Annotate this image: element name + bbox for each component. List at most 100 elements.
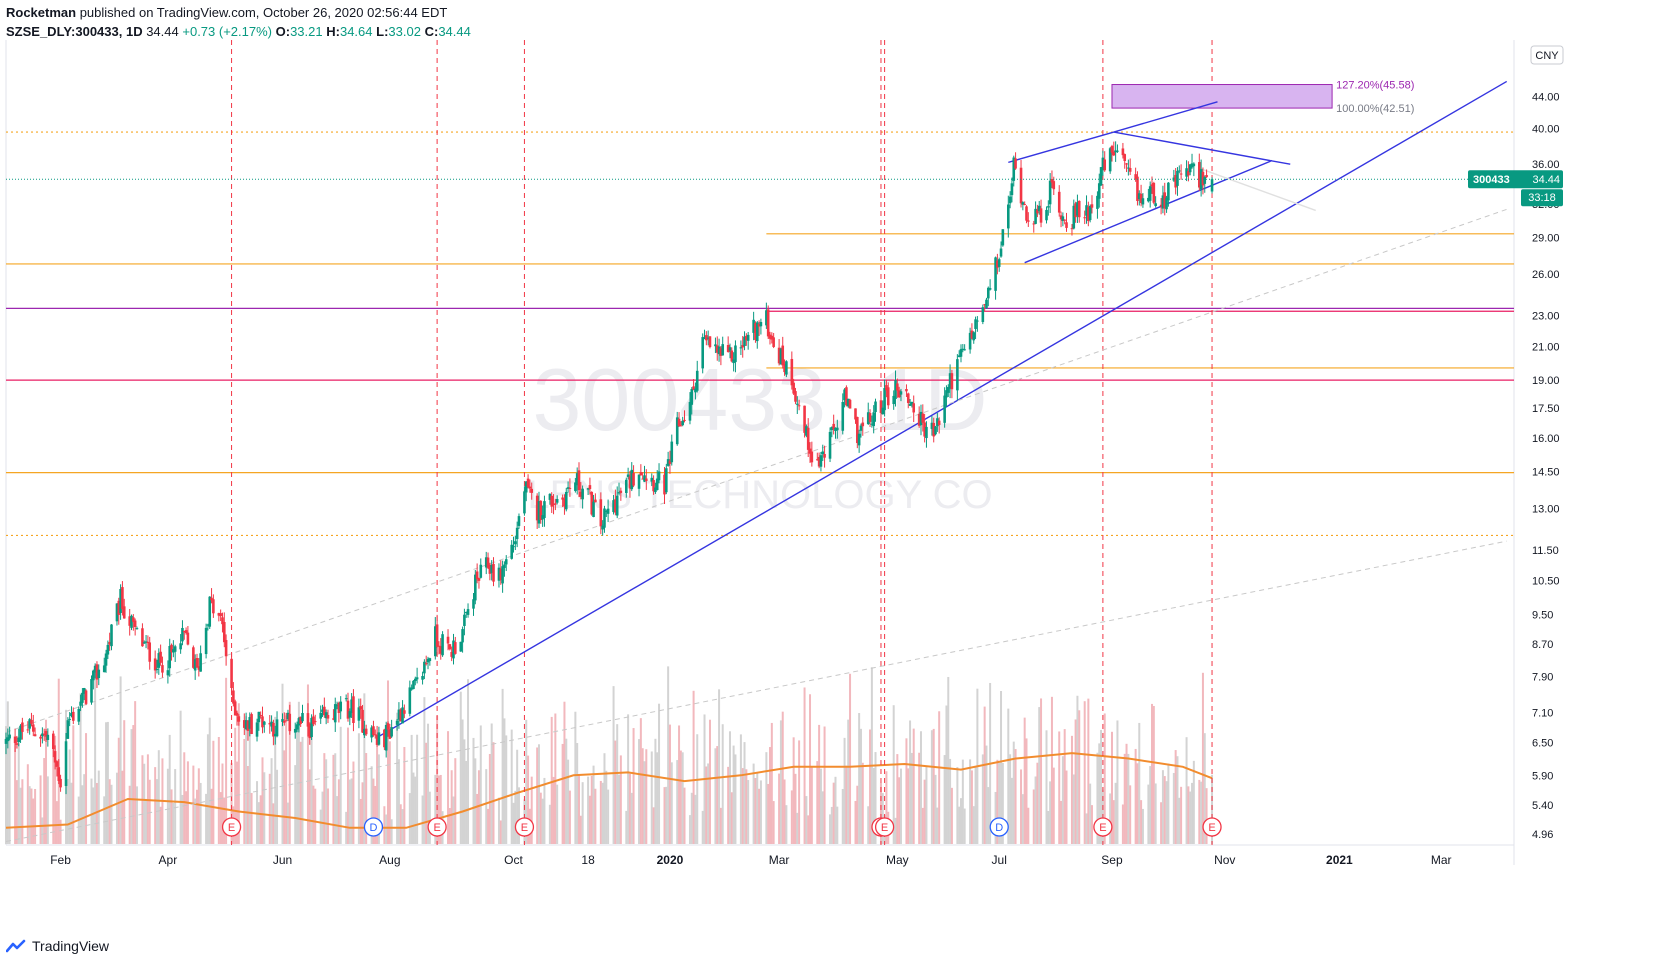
candle-body [377,732,381,745]
candle-body [985,299,988,309]
dividend-marker[interactable]: D [363,817,384,837]
candle-body [157,653,161,668]
volume-bar [476,793,479,844]
candle-body [390,727,393,737]
candle-body [879,400,883,413]
candle-body [474,574,477,601]
candle-body [1150,184,1154,187]
volume-bar [590,775,593,844]
volume-bar [841,788,844,844]
candle-body [359,706,363,710]
event-marker-circle [427,817,447,837]
candle-body [705,335,708,341]
dividend-marker[interactable]: D [989,817,1009,837]
volume-bar [834,776,837,844]
earnings-marker[interactable]: E [427,817,447,837]
candle-body [1045,209,1048,221]
trendline [376,80,1508,739]
volume-bar [1078,710,1081,844]
author-name[interactable]: Rocketman [6,5,77,20]
candle-body [268,722,272,725]
candle-body [999,248,1003,257]
candle-body [792,382,795,394]
volume-bar [270,758,273,844]
candle-body [450,651,453,657]
price-tick-label: 6.50 [1532,738,1553,750]
candle-body [102,665,106,673]
candle-body [535,495,539,521]
candle-body [514,541,517,545]
earnings-marker[interactable]: E [1093,817,1113,837]
volume-bar [552,776,555,844]
volume-bar [932,728,935,844]
candle-body [172,649,175,653]
candle-body [1112,151,1116,156]
volume-bar [1176,756,1179,844]
candle-body [652,480,655,492]
volume-bar [1089,783,1092,844]
volume-bar [157,750,160,844]
candle-body [1085,205,1088,216]
candle-body [122,606,126,619]
earnings-marker[interactable]: E [221,817,242,837]
candle-body [950,373,954,390]
candle-body [604,510,608,512]
candle-body [783,363,786,373]
volume-bar [809,694,812,844]
candle-body [996,260,999,268]
candle-body [310,717,313,738]
volume-bar [719,807,722,844]
candle-body [488,564,492,574]
candle-body [945,390,948,398]
candle-body [415,677,419,680]
candle-body [1001,229,1005,246]
volume-bar [1121,804,1124,844]
candle-body [130,615,133,628]
volume-bar [754,778,757,844]
candle-body [44,731,48,737]
candle-body [208,596,212,627]
volume-bar [1154,783,1157,844]
candle-body [554,503,557,505]
candle-body [1014,158,1017,169]
volume-bar [477,770,480,844]
volume-bar [32,798,35,844]
candle-body [961,348,965,350]
volume-bar [168,734,171,844]
candle-body [312,716,315,725]
volume-bar [374,785,377,844]
volume-bar [97,770,100,844]
trendline [5,540,1507,842]
volume-bar [1014,749,1017,844]
candle-body [221,617,224,625]
candle-body [612,500,615,513]
volume-bar [1161,770,1164,844]
volume-bar [836,806,839,844]
earnings-marker[interactable]: E [514,817,535,837]
earnings-marker[interactable]: E [1202,817,1222,837]
volume-bar [1027,807,1030,844]
candle-body [59,778,62,788]
candle-body [257,711,261,723]
volume-bar [581,782,584,844]
volume-bar [823,726,826,844]
volume-bar [525,719,528,844]
candle-body [619,490,623,493]
tradingview-brand[interactable]: TradingView [32,938,110,954]
candle-body [1152,182,1156,203]
volume-bar [299,741,302,844]
volume-bar [843,737,846,844]
volume-bar [154,767,157,844]
volume-bar [665,786,668,844]
event-marker-letter: D [369,822,377,834]
candle-body [925,426,928,439]
candle-body [395,720,399,725]
candle-body [817,456,821,467]
volume-bar [121,770,124,844]
candle-body [132,617,135,622]
volume-bar [128,785,131,844]
candle-body [568,487,572,489]
earnings-marker[interactable]: E [874,817,895,837]
volume-bar [643,761,646,844]
